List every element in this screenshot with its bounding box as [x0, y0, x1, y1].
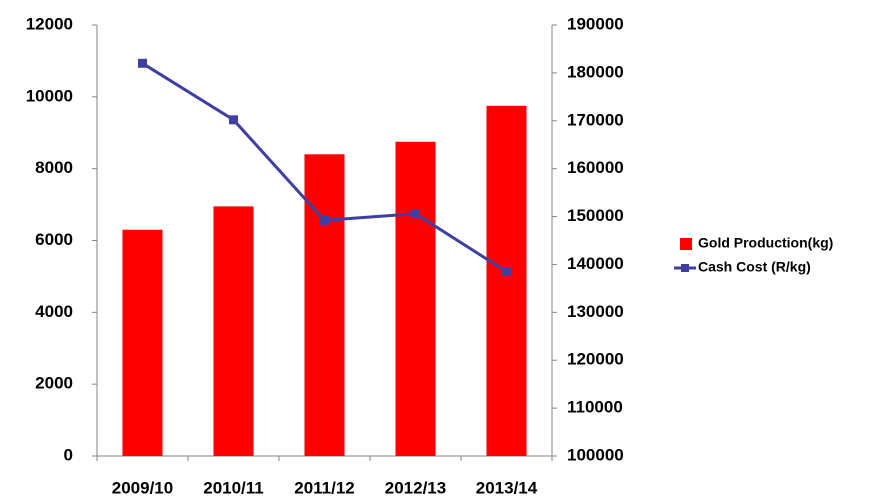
y-tick-label: 6000: [35, 230, 73, 249]
bar: [486, 105, 527, 456]
legend-label: Cash Cost (R/kg): [698, 259, 811, 275]
bar: [395, 141, 436, 456]
legend-swatch: [681, 264, 689, 272]
marker: [229, 115, 238, 125]
y2-tick-label: 190000: [567, 14, 624, 33]
y-tick-label: 12000: [26, 14, 73, 33]
bar: [213, 206, 254, 456]
y2-tick-label: 140000: [567, 254, 624, 273]
x-tick-label: 2009/10: [112, 478, 173, 497]
y2-tick-label: 130000: [567, 302, 624, 321]
y2-tick-label: 120000: [567, 350, 624, 369]
y2-tick-label: 150000: [567, 206, 624, 225]
legend-swatch: [680, 238, 692, 250]
y2-tick-label: 100000: [567, 445, 624, 464]
x-tick-label: 2012/13: [385, 478, 446, 497]
marker: [411, 209, 420, 219]
legend-label: Gold Production(kg): [698, 235, 833, 251]
marker: [502, 267, 511, 277]
marker: [320, 215, 329, 225]
y2-tick-label: 110000: [567, 398, 623, 417]
y-tick-label: 2000: [35, 374, 73, 393]
x-tick-label: 2013/14: [476, 478, 538, 497]
marker: [138, 58, 147, 68]
y-tick-label: 4000: [35, 302, 73, 321]
y2-tick-label: 160000: [567, 158, 624, 177]
y2-tick-label: 180000: [567, 62, 624, 81]
x-tick-label: 2010/11: [203, 478, 264, 497]
y-tick-label: 8000: [35, 158, 73, 177]
x-tick-label: 2011/12: [294, 478, 355, 497]
y2-tick-label: 170000: [567, 110, 624, 129]
bar: [122, 229, 163, 456]
y-tick-label: 10000: [26, 86, 73, 105]
y-tick-label: 0: [64, 445, 73, 464]
bar: [304, 154, 345, 457]
